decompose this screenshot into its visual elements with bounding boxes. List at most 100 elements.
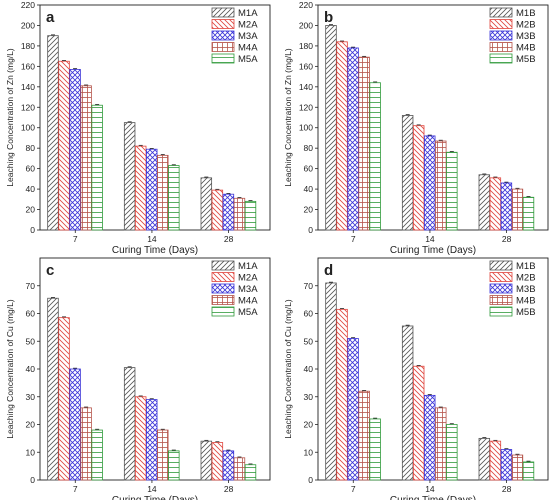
x-tick-label: 28: [224, 234, 234, 244]
bar-m5a-28: [244, 200, 257, 231]
legend-swatch-m1a: [211, 7, 235, 18]
bar-m4b-7: [358, 390, 370, 481]
panel-letter: d: [324, 262, 333, 279]
panel-letter: c: [46, 262, 54, 279]
bar-m3a-28: [222, 193, 235, 231]
y-tick-label: 180: [21, 41, 35, 51]
bar-m1a-28: [200, 440, 213, 481]
bar-m2a-28: [211, 442, 224, 481]
bar-m4a-14: [157, 429, 169, 481]
y-tick-label: 0: [30, 225, 35, 235]
y-tick-label: 100: [299, 123, 313, 133]
y-tick-label: 70: [26, 281, 36, 291]
bar-m3b-7: [347, 47, 359, 231]
bar-m3b-28: [500, 182, 513, 231]
y-tick-label: 20: [26, 205, 36, 215]
y-tick-label: 40: [304, 364, 314, 374]
y-tick-label: 10: [304, 447, 314, 457]
bar-m2a-28: [211, 189, 224, 231]
bar-m3b-7: [347, 338, 359, 481]
x-tick-label: 14: [147, 484, 157, 494]
y-axis-label: Leaching Concentration of Zn (mg/L): [5, 48, 15, 187]
y-tick-label: 0: [30, 475, 35, 485]
y-tick-label: 220: [21, 0, 35, 10]
legend-label-m1b: M1B: [516, 8, 536, 19]
legend-swatch-m5b: [489, 53, 513, 64]
y-axis-label: Leaching Concentration of Cu (mg/L): [5, 299, 15, 439]
bar-m1a-14: [123, 367, 136, 481]
legend-label-m3b: M3B: [516, 31, 536, 42]
bar-m3a-28: [222, 450, 235, 481]
x-tick-label: 7: [73, 484, 78, 494]
legend-label-m1b: M1B: [516, 261, 536, 272]
bar-m1b-7: [325, 282, 337, 481]
bar-m1a-14: [123, 122, 136, 231]
bar-m4b-7: [358, 56, 370, 231]
bar-m1b-28: [478, 437, 491, 481]
y-tick-label: 80: [26, 143, 36, 153]
bar-m4a-14: [157, 154, 169, 231]
y-tick-label: 0: [308, 225, 313, 235]
legend-label-m2a: M2A: [238, 273, 258, 284]
x-axis-label: Curing Time (Days): [112, 495, 198, 500]
legend-label-m4a: M4A: [238, 296, 258, 307]
panel-letter: b: [324, 9, 333, 26]
y-tick-label: 50: [304, 336, 314, 346]
legend-swatch-m5a: [211, 53, 235, 64]
bar-m1a-28: [200, 177, 213, 231]
y-tick-label: 220: [299, 0, 313, 10]
x-tick-label: 28: [502, 484, 512, 494]
legend-label-m3b: M3B: [516, 284, 536, 295]
legend-swatch-m4b: [489, 42, 513, 52]
bar-m3a-14: [146, 399, 158, 481]
legend-label-m2b: M2B: [516, 20, 536, 31]
bar-m3a-7: [69, 368, 81, 481]
legend-swatch-m5b: [489, 306, 513, 317]
y-tick-label: 20: [304, 205, 314, 215]
bar-m4b-14: [435, 140, 447, 231]
y-axis-label: Leaching Concentration of Cu (mg/L): [283, 299, 293, 439]
legend-swatch-m3a: [211, 283, 235, 294]
bar-m4b-14: [435, 407, 447, 481]
bar-m5a-14: [168, 450, 180, 481]
y-tick-label: 60: [304, 164, 314, 174]
bar-m5a-28: [244, 464, 257, 481]
bar-m5a-14: [168, 165, 180, 231]
bar-m4a-28: [233, 197, 246, 231]
bar-m4a-7: [80, 407, 92, 481]
legend-swatch-m2b: [489, 19, 513, 29]
bar-m5b-14: [446, 424, 458, 481]
bar-m2a-7: [58, 317, 70, 481]
legend-swatch-m4b: [489, 295, 513, 305]
x-tick-label: 28: [502, 234, 512, 244]
legend-swatch-m1b: [489, 260, 513, 271]
y-tick-label: 200: [21, 20, 35, 30]
y-tick-label: 120: [299, 102, 313, 112]
legend-label-m5a: M5A: [238, 54, 258, 65]
bar-m2b-14: [412, 125, 425, 231]
legend-label-m3a: M3A: [238, 284, 258, 295]
bar-m2b-28: [489, 177, 502, 231]
x-tick-label: 7: [351, 234, 356, 244]
x-tick-label: 7: [351, 484, 356, 494]
legend-label-m2b: M2B: [516, 273, 536, 284]
y-tick-label: 40: [26, 184, 36, 194]
bar-m2b-7: [336, 308, 348, 481]
bar-m5a-7: [91, 429, 103, 481]
bar-m5b-28: [522, 461, 535, 481]
y-tick-label: 200: [299, 20, 313, 30]
legend-label-m4b: M4B: [516, 43, 536, 54]
legend-swatch-m2a: [211, 272, 235, 282]
y-tick-label: 80: [304, 143, 314, 153]
bar-m4b-28: [511, 188, 524, 231]
y-tick-label: 100: [21, 123, 35, 133]
bar-m2b-14: [412, 365, 425, 481]
legend-label-m1a: M1A: [238, 261, 258, 272]
y-tick-label: 50: [26, 336, 36, 346]
bar-m2b-7: [336, 41, 348, 231]
bar-m3a-7: [69, 69, 81, 231]
x-tick-label: 14: [425, 234, 435, 244]
bar-m5a-7: [91, 104, 103, 231]
legend-swatch-m3b: [489, 283, 513, 294]
